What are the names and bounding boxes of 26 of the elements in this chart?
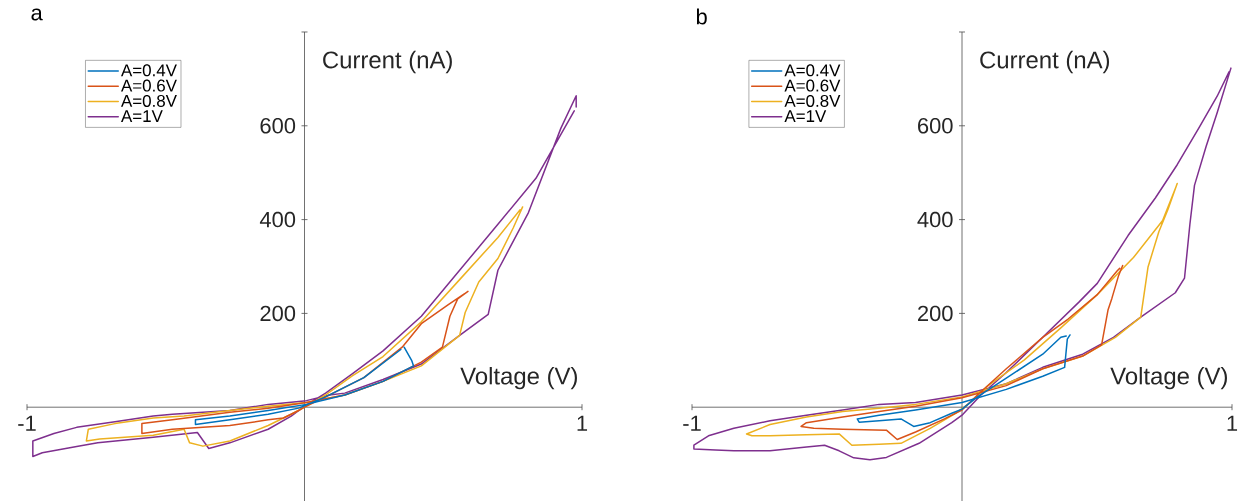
y-tick-label: 600 <box>918 118 953 134</box>
x-axis-title: Voltage (V) <box>1110 366 1227 390</box>
y-tick-label: 600 <box>260 118 296 134</box>
legend-label: A=1V <box>121 110 163 122</box>
x-tick-label: 1 <box>1227 415 1238 431</box>
x-axis-title: Voltage (V) <box>460 366 577 390</box>
line-series <box>856 334 1071 428</box>
legend-label: A=1V <box>784 110 827 122</box>
legend-label: A=0.8V <box>784 94 841 107</box>
y-tick-label: 200 <box>918 305 953 322</box>
y-tick-label: 200 <box>260 305 296 322</box>
chart-title: a <box>31 8 43 21</box>
chart-title: b <box>696 8 707 25</box>
legend-label: A=0.6V <box>121 79 177 92</box>
legend-label: A=0.4V <box>121 64 177 77</box>
y-axis-title: Current (nA) <box>323 50 452 74</box>
legend-label: A=0.8V <box>121 94 177 107</box>
x-tick-label: -1 <box>683 415 701 431</box>
y-tick-label: 400 <box>917 211 953 228</box>
legend-label: A=0.6V <box>784 79 841 92</box>
x-tick-label: 1 <box>577 415 588 431</box>
legend-label: A=0.4V <box>784 64 841 77</box>
y-axis-title: Current (nA) <box>980 50 1110 74</box>
y-tick-label: 400 <box>259 211 296 228</box>
x-tick-label: -1 <box>18 415 36 431</box>
line-series <box>194 346 415 426</box>
